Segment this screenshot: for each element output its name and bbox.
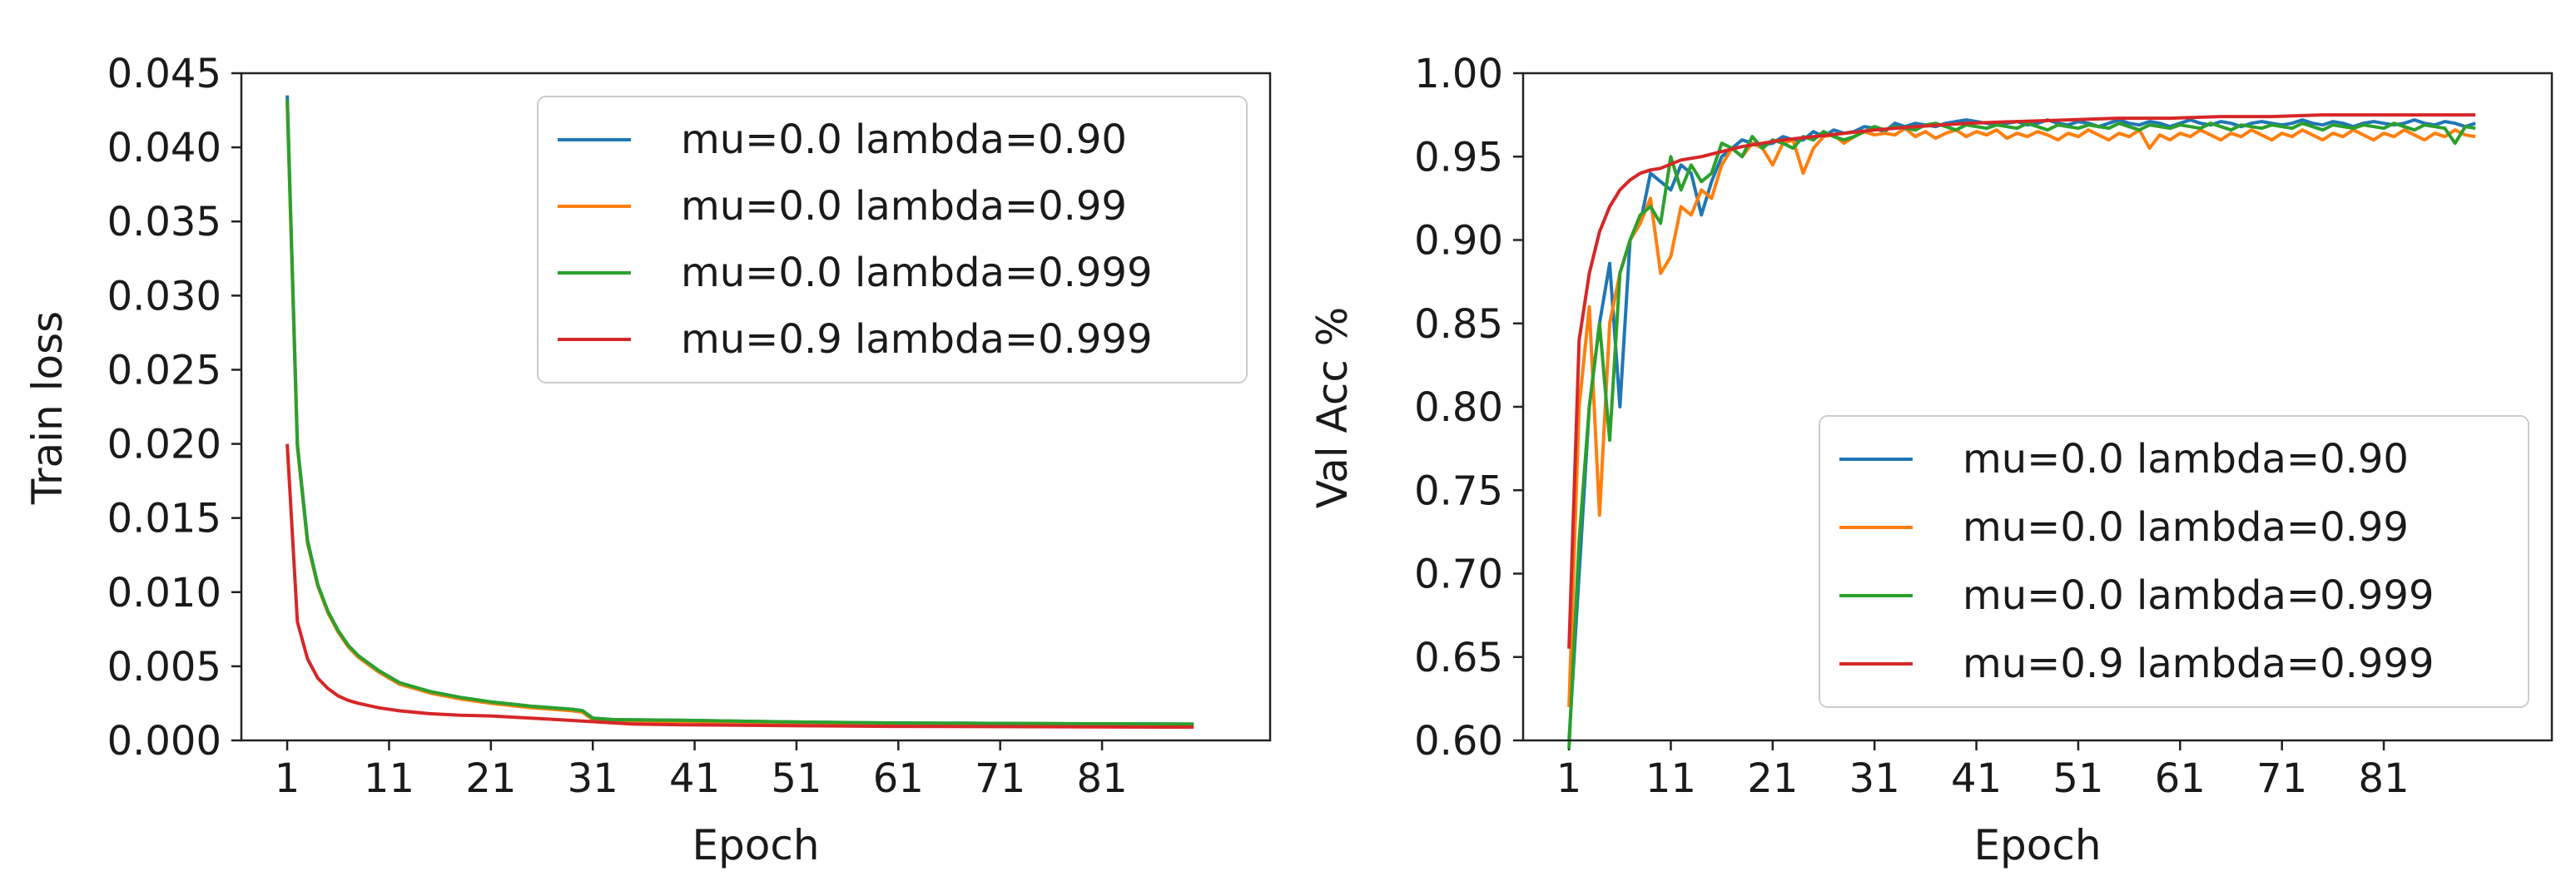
right-series-line-blue — [1567, 118, 2476, 741]
right-y-tick-label: 0.70 — [1414, 552, 1503, 598]
left-y-tick-label: 0.015 — [107, 496, 221, 542]
left-x-tick-label: 81 — [1077, 755, 1128, 802]
left-y-tick-label: 0.000 — [107, 718, 221, 765]
left-x-tick-label: 1 — [275, 755, 300, 802]
right-y-axis-label: Val Acc % — [1308, 307, 1357, 508]
left-y-tick-label: 0.045 — [107, 51, 221, 97]
right-legend-label-3: mu=0.0 lambda=0.999 — [1963, 572, 2434, 619]
left-y-tick-label: 0.005 — [107, 644, 221, 690]
right-y-tick-label: 0.80 — [1414, 384, 1503, 431]
right-plot-frame — [1521, 72, 2554, 742]
left-legend: mu=0.0 lambda=0.90 mu=0.0 lambda=0.99 mu… — [537, 96, 1248, 384]
right-x-axis-label: Epoch — [1973, 821, 2101, 869]
left-plot-frame — [240, 72, 1272, 742]
left-series-line-red — [285, 443, 1194, 729]
right-x-tick-label: 11 — [1645, 755, 1696, 802]
right-series-line-green — [1567, 121, 2476, 750]
right-legend: mu=0.0 lambda=0.90 mu=0.0 lambda=0.99 mu… — [1819, 415, 2529, 708]
right-y-tick-label: 0.95 — [1414, 134, 1503, 181]
right-y-tick-label: 0.65 — [1414, 635, 1503, 681]
right-y-tick-label: 0.75 — [1414, 468, 1503, 514]
left-x-tick-label: 11 — [364, 755, 414, 802]
left-legend-box — [537, 96, 1248, 384]
right-x-tick-label: 51 — [2052, 755, 2103, 802]
right-x-tick-label: 21 — [1747, 755, 1798, 802]
left-x-axis-label: Epoch — [692, 821, 819, 869]
right-x-tick-label: 61 — [2155, 755, 2206, 802]
left-x-tick-label: 31 — [568, 755, 618, 802]
right-legend-label-4: mu=0.9 lambda=0.999 — [1963, 641, 2434, 687]
right-y-tick-label: 0.60 — [1414, 718, 1503, 765]
val-acc-panel: Val Acc % Epoch 1 11 21 31 41 51 61 71 810.600.6… — [1308, 51, 2554, 869]
left-y-tick-label: 0.030 — [107, 273, 221, 319]
left-legend-label-4: mu=0.9 lambda=0.999 — [681, 316, 1152, 363]
train-loss-panel: Train loss Epoch 1 11 21 31 41 51 61 71 810.0000… — [23, 51, 1272, 869]
left-legend-label-1: mu=0.0 lambda=0.90 — [681, 116, 1127, 163]
right-legend-box — [1819, 415, 2529, 708]
left-ticks: 1 11 21 31 41 51 61 71 810.0000.0050.0100.0150.0… — [107, 51, 1128, 802]
right-x-tick-label: 31 — [1849, 755, 1900, 802]
right-ticks: 1 11 21 31 41 51 61 71 810.600.650.700.750.800.8… — [1414, 51, 2409, 802]
right-legend-label-2: mu=0.0 lambda=0.99 — [1963, 504, 2409, 551]
left-x-tick-label: 41 — [669, 755, 720, 802]
right-y-tick-label: 0.90 — [1414, 218, 1503, 265]
left-legend-label-3: mu=0.0 lambda=0.999 — [681, 250, 1152, 296]
left-x-tick-label: 71 — [975, 755, 1025, 802]
left-series-line-green — [285, 100, 1194, 726]
right-x-tick-label: 1 — [1556, 755, 1582, 802]
left-y-tick-label: 0.020 — [107, 422, 221, 468]
right-x-tick-label: 81 — [2359, 755, 2410, 802]
left-y-tick-label: 0.040 — [107, 125, 221, 171]
right-y-tick-label: 0.85 — [1414, 301, 1503, 348]
left-legend-label-2: mu=0.0 lambda=0.99 — [681, 183, 1127, 230]
right-series — [1567, 113, 2476, 750]
right-series-line-red — [1567, 113, 2476, 649]
right-x-tick-label: 41 — [1951, 755, 2002, 802]
left-y-tick-label: 0.035 — [107, 199, 221, 245]
right-legend-label-1: mu=0.0 lambda=0.90 — [1963, 436, 2409, 483]
right-y-tick-label: 1.00 — [1414, 51, 1503, 97]
right-x-tick-label: 71 — [2256, 755, 2307, 802]
left-series — [285, 95, 1194, 729]
right-series-line-orange — [1567, 126, 2476, 707]
left-y-tick-label: 0.010 — [107, 570, 221, 616]
left-x-tick-label: 61 — [873, 755, 924, 802]
left-y-tick-label: 0.025 — [107, 347, 221, 393]
left-x-tick-label: 51 — [771, 755, 821, 802]
left-x-tick-label: 21 — [465, 755, 516, 802]
left-y-axis-label: Train loss — [23, 311, 72, 505]
